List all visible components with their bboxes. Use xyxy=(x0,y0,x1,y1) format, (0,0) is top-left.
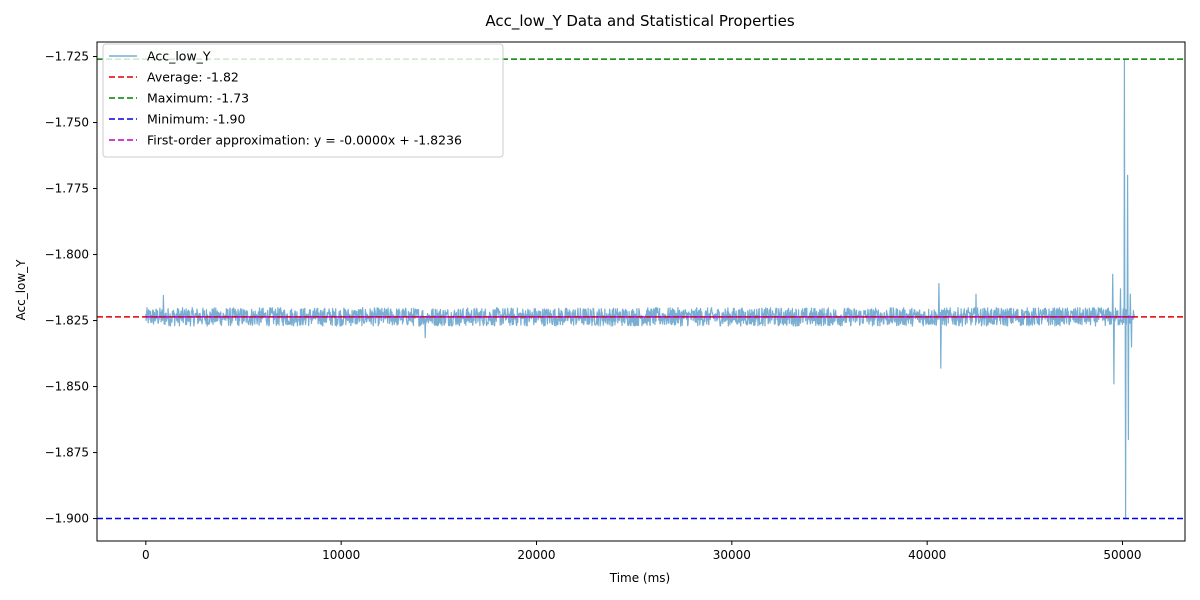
y-tick-label: −1.800 xyxy=(45,248,89,262)
x-tick-label: 50000 xyxy=(1103,548,1141,562)
x-tick-label: 0 xyxy=(142,548,150,562)
legend-box xyxy=(102,43,504,158)
x-tick-label: 30000 xyxy=(713,548,751,562)
y-tick-label: −1.900 xyxy=(45,512,89,526)
y-tick-label: −1.875 xyxy=(45,446,89,460)
y-tick-label: −1.825 xyxy=(45,314,89,328)
x-axis-label: Time (ms) xyxy=(609,571,671,585)
y-axis-label: Acc_low_Y xyxy=(14,259,28,321)
y-tick-label: −1.725 xyxy=(45,50,89,64)
axes: 0 10000 20000 30000 40000 50000 −1.900 −1.875 −1… xyxy=(45,41,1186,562)
y-tick-label: −1.775 xyxy=(45,182,89,196)
y-tick-label: −1.750 xyxy=(45,116,89,130)
chart-title: Acc_low_Y Data and Statistical Propertie… xyxy=(485,12,794,31)
x-tick-label: 20000 xyxy=(517,548,555,562)
x-tick-label: 10000 xyxy=(322,548,360,562)
legend-label: Average: -1.82 xyxy=(147,70,239,85)
axes-frame xyxy=(96,41,1186,542)
x-tick-label: 40000 xyxy=(908,548,946,562)
y-tick-label: −1.850 xyxy=(45,380,89,394)
legend-label: Maximum: -1.73 xyxy=(147,91,249,106)
legend: Acc_low_Y Average: -1.82 Maximum: -1.73 Min… xyxy=(102,43,504,158)
legend-label: First-order approximation: y = -0.0000x … xyxy=(147,133,462,148)
legend-label: Minimum: -1.90 xyxy=(147,112,246,127)
legend-label: Acc_low_Y xyxy=(147,49,211,64)
